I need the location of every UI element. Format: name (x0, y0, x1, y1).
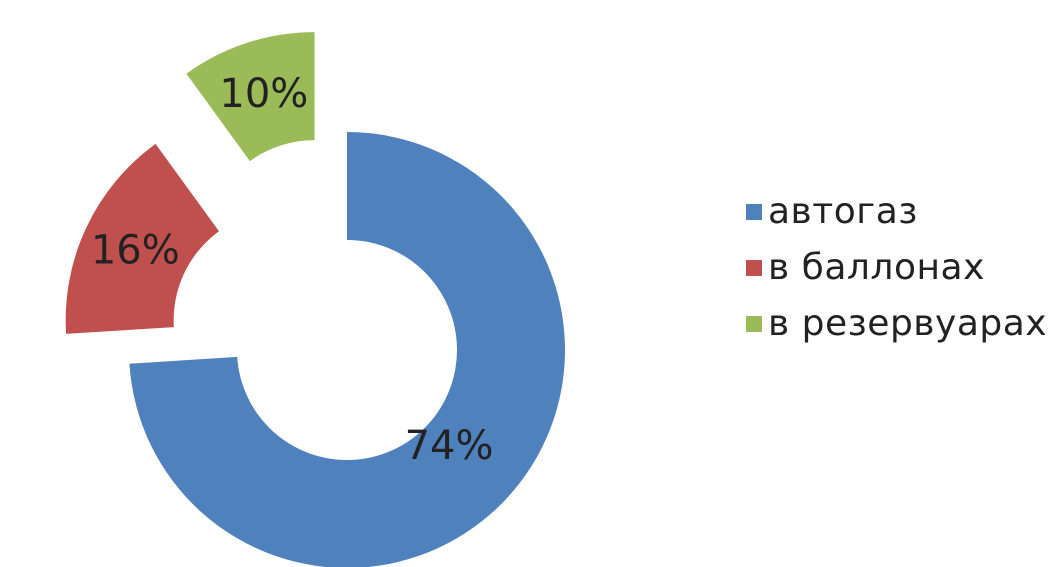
legend-swatch-autogas (746, 204, 762, 220)
slice-tanks (186, 32, 315, 162)
legend: автогаз в баллонах в резервуарах (746, 184, 1047, 352)
legend-label-cylinders: в баллонах (768, 247, 985, 288)
data-label-autogas: 74% (405, 423, 494, 469)
legend-swatch-tanks (746, 316, 762, 332)
slice-autogas (129, 132, 565, 567)
legend-label-tanks: в резервуарах (768, 303, 1048, 344)
data-label-tanks: 10% (219, 71, 308, 117)
legend-label-autogas: автогаз (768, 191, 918, 232)
slice-cylinders (65, 143, 220, 334)
legend-item-cylinders: в баллонах (746, 240, 1047, 296)
legend-swatch-cylinders (746, 260, 762, 276)
data-label-cylinders: 16% (91, 227, 180, 273)
legend-item-autogas: автогаз (746, 184, 1047, 240)
legend-item-tanks: в резервуарах (746, 296, 1047, 352)
